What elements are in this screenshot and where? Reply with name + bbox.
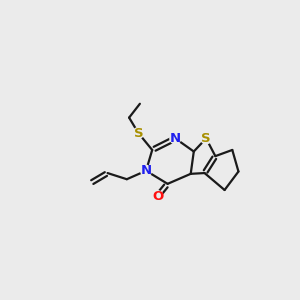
Circle shape xyxy=(133,128,144,138)
Text: N: N xyxy=(140,164,152,177)
Circle shape xyxy=(170,133,181,144)
Text: S: S xyxy=(134,127,143,140)
Text: S: S xyxy=(201,132,211,145)
Text: O: O xyxy=(152,190,163,203)
Circle shape xyxy=(141,165,152,176)
Text: N: N xyxy=(170,132,181,145)
Circle shape xyxy=(201,133,212,144)
Circle shape xyxy=(152,191,163,202)
